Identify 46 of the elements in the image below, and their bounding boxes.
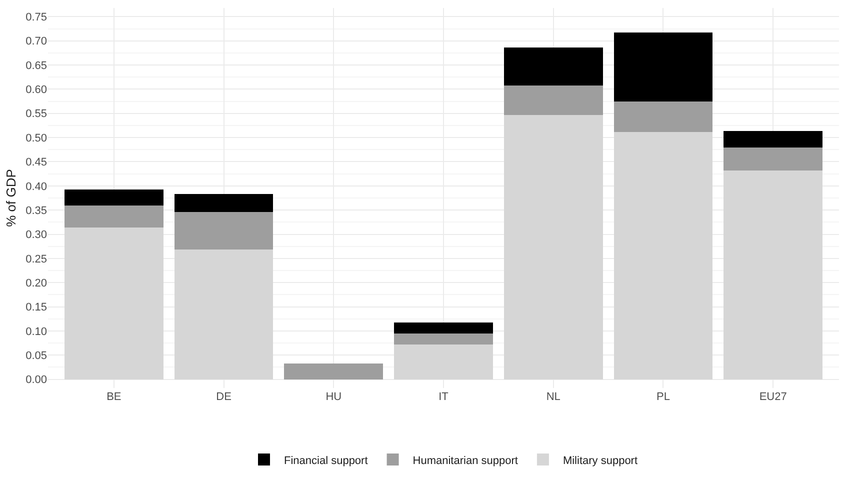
- y-tick-label: 0.75: [26, 12, 47, 24]
- bar: [394, 322, 493, 334]
- x-tick-label: DE: [216, 391, 232, 403]
- legend-label: Humanitarian support: [412, 454, 518, 467]
- y-tick-label: 0.15: [26, 302, 47, 314]
- y-tick-label: 0.10: [26, 326, 47, 338]
- y-tick-label: 0.70: [26, 36, 47, 48]
- bar: [724, 170, 823, 380]
- bar: [174, 249, 274, 380]
- bar: [394, 344, 493, 380]
- y-tick-label: 0.60: [26, 84, 47, 96]
- y-tick-label: 0.65: [26, 60, 47, 72]
- bar: [174, 212, 274, 250]
- y-tick-label: 0.25: [26, 253, 47, 266]
- x-tick-label: PL: [656, 391, 670, 403]
- bar: [284, 363, 384, 380]
- bar: [504, 114, 603, 380]
- bar: [724, 148, 823, 170]
- y-axis-title: % of GDP: [4, 169, 19, 227]
- bar: [614, 132, 713, 380]
- y-tick-label: 0.00: [26, 374, 47, 386]
- y-tick-label: 0.45: [26, 156, 47, 169]
- x-tick-label: IT: [438, 391, 449, 403]
- bar: [64, 227, 164, 380]
- y-tick-label: 0.20: [26, 277, 47, 290]
- bar: [724, 130, 823, 148]
- legend-label: Financial support: [284, 454, 368, 467]
- x-tick-label: HU: [326, 391, 342, 403]
- bar: [174, 194, 274, 212]
- legend-label: Military support: [562, 454, 638, 467]
- x-tick-label: BE: [106, 391, 122, 403]
- bar: [614, 32, 713, 102]
- bar: [394, 333, 493, 344]
- bar: [504, 48, 603, 86]
- y-tick-label: 0.50: [26, 132, 47, 144]
- x-tick-label: NL: [546, 391, 560, 403]
- bar: [504, 85, 603, 115]
- y-tick-label: 0.55: [26, 108, 47, 120]
- y-tick-label: 0.30: [26, 229, 47, 242]
- bar: [64, 206, 164, 228]
- bar: [64, 189, 164, 206]
- x-tick-label: EU27: [759, 391, 787, 403]
- y-tick-label: 0.35: [26, 204, 47, 217]
- bar: [614, 101, 713, 132]
- y-tick-label: 0.40: [26, 180, 47, 193]
- y-tick-label: 0.05: [26, 350, 47, 362]
